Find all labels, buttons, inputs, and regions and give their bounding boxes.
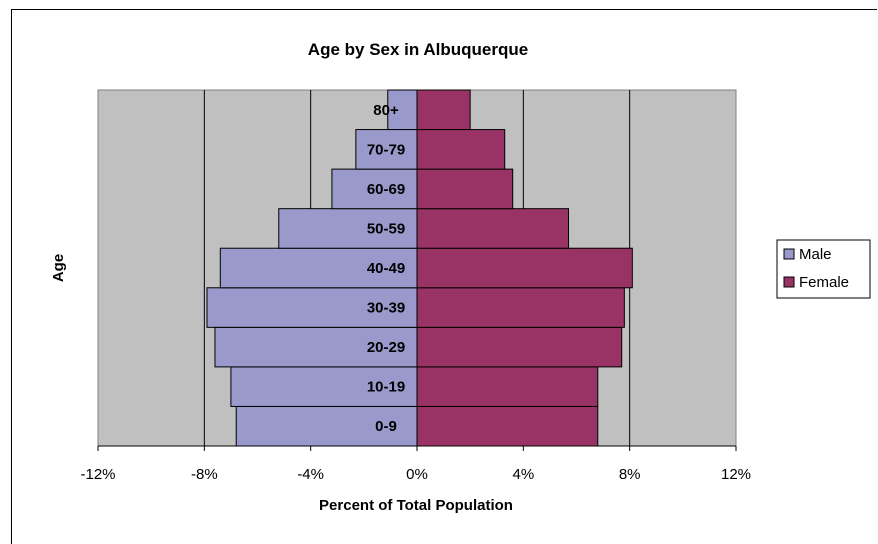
x-tick-label: 8% <box>619 466 641 483</box>
category-label: 10-19 <box>367 379 405 396</box>
bar-male-20-29 <box>214 326 418 368</box>
x-tick-label: 12% <box>721 466 751 483</box>
chart-title: Age by Sex in Albuquerque <box>308 40 528 59</box>
category-label: 80+ <box>373 102 399 119</box>
bar-female-80+ <box>416 89 471 131</box>
x-tick-label: -12% <box>80 466 115 483</box>
x-tick-labels: -12% -8% -4% 0% 4% 8% 12% <box>80 445 751 483</box>
x-tick-label: 0% <box>406 466 428 483</box>
legend-swatch-female <box>783 276 795 288</box>
chart-frame <box>11 9 877 544</box>
x-tick-label: 4% <box>512 466 534 483</box>
category-labels: 0-9 10-19 20-29 30-39 40-49 50-59 60-69 70-79 80… <box>367 102 405 435</box>
bar-female-20-29 <box>416 326 623 368</box>
category-label: 50-59 <box>367 220 405 237</box>
x-tick-label: -4% <box>297 466 324 483</box>
bar-female-30-39 <box>416 287 625 328</box>
legend: Male Female <box>776 239 871 299</box>
bar-male-10-19 <box>230 366 418 407</box>
x-axis-title: Percent of Total Population <box>319 497 513 514</box>
bar-female-70-79 <box>416 129 506 170</box>
bar-male-80+ <box>387 89 418 131</box>
legend-swatch-male <box>783 248 795 260</box>
bar-female-60-69 <box>416 168 514 210</box>
legend-label-male: Male <box>799 246 832 263</box>
category-label: 40-49 <box>367 260 405 277</box>
category-label: 20-29 <box>367 339 405 356</box>
bar-male-50-59 <box>278 208 418 249</box>
x-tick-label: -8% <box>191 466 218 483</box>
bars <box>206 89 633 447</box>
y-axis-title: Age <box>50 254 67 282</box>
bar-male-40-49 <box>219 247 418 289</box>
category-label: 70-79 <box>367 141 405 158</box>
legend-label-female: Female <box>799 274 849 291</box>
bar-male-60-69 <box>331 168 418 210</box>
category-label: 60-69 <box>367 181 405 198</box>
bar-female-40-49 <box>416 247 633 289</box>
category-label: 30-39 <box>367 300 405 317</box>
bar-female-50-59 <box>416 208 570 249</box>
bar-female-10-19 <box>416 366 599 407</box>
bar-female-0-9 <box>416 405 599 447</box>
category-label: 0-9 <box>375 418 397 435</box>
bar-male-70-79 <box>355 129 418 170</box>
bar-male-30-39 <box>206 287 418 328</box>
